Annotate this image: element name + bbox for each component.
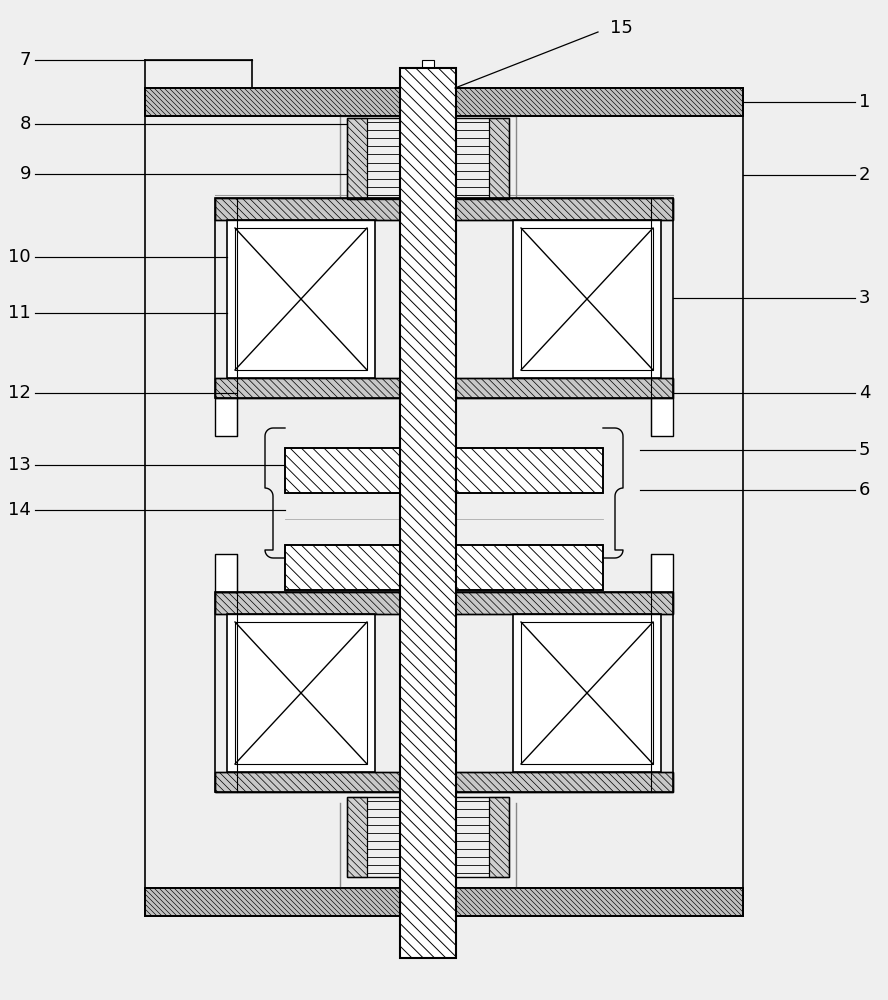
Bar xyxy=(489,118,509,199)
Bar xyxy=(400,68,456,958)
Text: 15: 15 xyxy=(610,19,633,37)
Bar xyxy=(145,88,743,116)
Text: 4: 4 xyxy=(859,384,870,402)
Bar xyxy=(521,622,653,764)
Bar xyxy=(145,88,743,116)
Bar xyxy=(521,228,653,370)
Bar xyxy=(215,378,673,398)
Bar xyxy=(400,68,456,958)
Bar xyxy=(227,614,375,772)
Bar xyxy=(215,592,673,792)
Bar xyxy=(285,545,603,590)
Bar xyxy=(347,797,367,877)
Bar xyxy=(347,118,367,199)
Bar xyxy=(235,622,367,764)
Bar xyxy=(400,68,456,958)
Bar xyxy=(215,772,673,792)
Text: 11: 11 xyxy=(8,304,31,322)
Bar xyxy=(235,228,367,370)
Bar xyxy=(347,118,509,199)
Bar xyxy=(489,797,509,877)
Text: 1: 1 xyxy=(859,93,870,111)
Bar xyxy=(347,797,509,877)
Bar xyxy=(513,614,661,772)
Bar xyxy=(651,398,673,436)
Bar xyxy=(215,554,237,592)
Text: 5: 5 xyxy=(859,441,870,459)
Text: 12: 12 xyxy=(8,384,31,402)
Bar xyxy=(285,448,603,493)
Bar xyxy=(400,68,456,958)
Bar xyxy=(422,916,434,936)
Bar xyxy=(215,378,673,398)
Bar xyxy=(215,592,673,614)
Text: 13: 13 xyxy=(8,456,31,474)
Bar xyxy=(215,592,673,614)
Bar xyxy=(347,118,367,199)
Bar xyxy=(285,448,603,493)
Bar xyxy=(215,198,673,398)
Text: 3: 3 xyxy=(859,289,870,307)
Text: 14: 14 xyxy=(8,501,31,519)
Text: 2: 2 xyxy=(859,166,870,184)
Bar xyxy=(215,398,237,436)
Bar xyxy=(513,220,661,378)
Bar xyxy=(422,60,434,88)
Text: 6: 6 xyxy=(859,481,870,499)
Bar xyxy=(215,198,673,220)
Bar xyxy=(489,118,509,199)
Bar xyxy=(285,545,603,590)
Bar xyxy=(651,554,673,592)
Bar xyxy=(227,220,375,378)
Text: 9: 9 xyxy=(20,165,31,183)
Text: 7: 7 xyxy=(20,51,31,69)
Bar xyxy=(215,772,673,792)
Text: 8: 8 xyxy=(20,115,31,133)
Bar xyxy=(347,797,367,877)
Bar xyxy=(425,936,431,951)
Bar xyxy=(145,888,743,916)
Bar xyxy=(215,198,673,220)
Bar xyxy=(145,888,743,916)
Text: 10: 10 xyxy=(8,248,31,266)
Bar xyxy=(489,797,509,877)
